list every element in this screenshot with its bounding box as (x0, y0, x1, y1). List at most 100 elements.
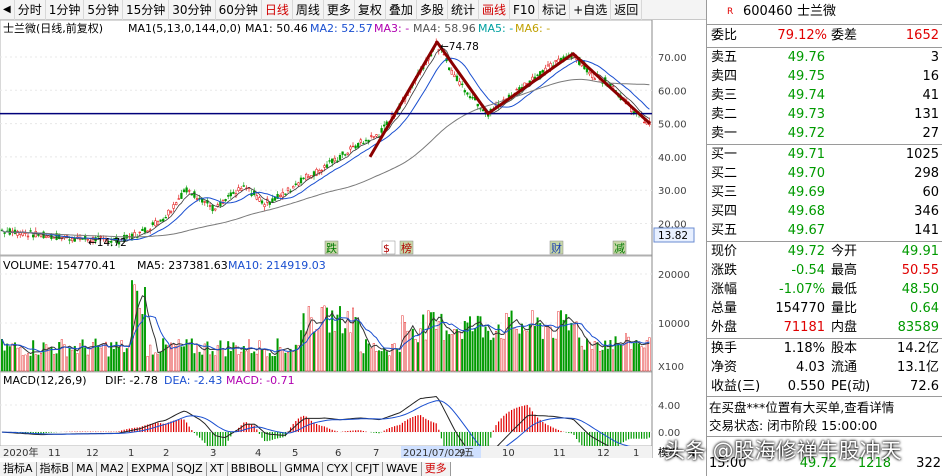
indicator-tab-0[interactable]: 指标A (0, 462, 37, 476)
volume-bar (250, 353, 253, 372)
candle-body (297, 182, 300, 186)
chart-area[interactable]: 70.00 60.00 50.00 40.00 30.00 20.00 13.82 ←74.7… (0, 19, 706, 475)
volume-bar (180, 346, 183, 372)
volume-bar (640, 346, 643, 372)
indicator-tab-11[interactable]: WAVE (383, 462, 422, 476)
candle-body (463, 90, 466, 93)
fundamental-row: 收益(三) 0.550 PE(动) 72.6 (707, 377, 942, 397)
price-tick-label: 40.00 (658, 153, 687, 164)
volume-bar (216, 345, 219, 372)
toolbar-item-15[interactable]: 标记 (539, 0, 571, 20)
candle-body (455, 75, 459, 82)
fund-value: 14.2亿 (897, 341, 939, 356)
bid-row: 买三 49.69 60 (707, 183, 942, 203)
volume-bar (255, 353, 258, 372)
indicator-tab-10[interactable]: CFJT (352, 462, 384, 476)
indicator-tab-12[interactable]: 更多 (421, 462, 451, 476)
volume-bar (492, 337, 495, 372)
volume-bar (133, 284, 136, 372)
toolbar-item-9[interactable]: 复权 (355, 0, 386, 20)
volume-bar (370, 348, 373, 372)
fund-value: 1.18% (783, 341, 825, 356)
trade-status: 交易状态: 闭市阶段 15:00:00 (709, 418, 878, 433)
volume-bar (557, 311, 560, 372)
candle-body (107, 241, 110, 243)
candle-body (24, 232, 27, 234)
volume-bar (531, 310, 534, 372)
ask-label: 卖二 (711, 107, 738, 122)
volume-bar (554, 338, 557, 372)
volume-bar (536, 317, 539, 372)
toolbar-item-0[interactable]: 分时 (15, 0, 46, 20)
notice-link[interactable]: 在买盘***位置有大买单,查看详情 (709, 400, 895, 415)
volume-bar (203, 343, 206, 372)
candle-body (263, 204, 266, 207)
volume-bar (484, 326, 487, 372)
candle-body (81, 238, 84, 240)
candle-body (643, 121, 646, 124)
toolbar-item-17[interactable]: 返回 (611, 0, 643, 20)
candle-body (16, 230, 19, 236)
current-price-box (653, 227, 695, 243)
toolbar-item-7[interactable]: 周线 (293, 0, 324, 20)
volume-bar (604, 340, 607, 372)
candle-body (588, 71, 591, 75)
volume-bar (500, 338, 503, 372)
toolbar-item-13[interactable]: 画线 (479, 0, 510, 20)
volume-bar (261, 348, 264, 372)
indicator-tab-1[interactable]: 指标B (36, 462, 74, 476)
indicator-tab-9[interactable]: CYX (323, 462, 353, 476)
indicator-tab-5[interactable]: SQJZ (173, 462, 207, 476)
candle-body (73, 238, 76, 242)
candle-body (341, 151, 344, 155)
toolbar-item-1[interactable]: 1分钟 (46, 0, 85, 20)
indicator-tab-2[interactable]: MA (73, 462, 98, 476)
candle-body (175, 202, 178, 206)
candle-body (169, 211, 173, 213)
candle-body (232, 191, 235, 194)
volume-bar (167, 345, 170, 372)
toolbar-back-arrow-icon[interactable]: ◀ (0, 0, 15, 20)
indicator-tab-3[interactable]: MA2 (97, 462, 129, 476)
toolbar-item-16[interactable]: +自选 (570, 0, 612, 20)
volume-bar (138, 308, 141, 372)
volume-bar (367, 343, 370, 372)
volume-bar (89, 348, 92, 372)
volume-bar (78, 343, 81, 372)
toolbar-item-5[interactable]: 60分钟 (216, 0, 262, 20)
toolbar-item-2[interactable]: 5分钟 (84, 0, 123, 20)
indicator-tab-4[interactable]: EXPMA (128, 462, 174, 476)
indicator-tab-8[interactable]: GMMA (281, 462, 324, 476)
event-marker-label: 减 (614, 242, 625, 255)
toolbar-item-11[interactable]: 多股 (417, 0, 448, 20)
volume-bar (580, 345, 583, 372)
volume-bar (466, 322, 469, 372)
volume-bar (198, 351, 201, 372)
volume-bar (208, 354, 211, 372)
toolbar-item-10[interactable]: 叠加 (386, 0, 417, 20)
volume-bar (393, 343, 396, 372)
volume-bar (591, 349, 594, 372)
toolbar-item-6[interactable]: 日线 (262, 0, 293, 20)
volume-bar (378, 350, 381, 372)
volume-bar (320, 307, 323, 372)
toolbar-item-4[interactable]: 30分钟 (169, 0, 216, 20)
indicator-tab-7[interactable]: BBIBOLL (227, 462, 282, 476)
volume-bar (539, 323, 542, 372)
kline-chart[interactable]: 70.0060.0050.0040.0030.0020.0013.82←74.7… (0, 19, 706, 475)
candle-body (154, 220, 157, 227)
event-marker-label: 跌 (326, 241, 337, 255)
candle-body (315, 169, 318, 176)
volume-bar (479, 316, 482, 372)
volume-bar (534, 325, 537, 372)
volume-tick-label: 10000 (658, 319, 690, 330)
toolbar-item-12[interactable]: 统计 (448, 0, 479, 20)
indicator-tab-6[interactable]: XT (206, 462, 228, 476)
volume-bar (544, 325, 547, 372)
quote-label: 最高 (831, 263, 858, 278)
volume-bar (422, 314, 425, 372)
toolbar-item-14[interactable]: F10 (510, 0, 540, 20)
toolbar-item-8[interactable]: 更多 (324, 0, 355, 20)
candle-body (211, 204, 214, 212)
toolbar-item-3[interactable]: 15分钟 (123, 0, 170, 20)
